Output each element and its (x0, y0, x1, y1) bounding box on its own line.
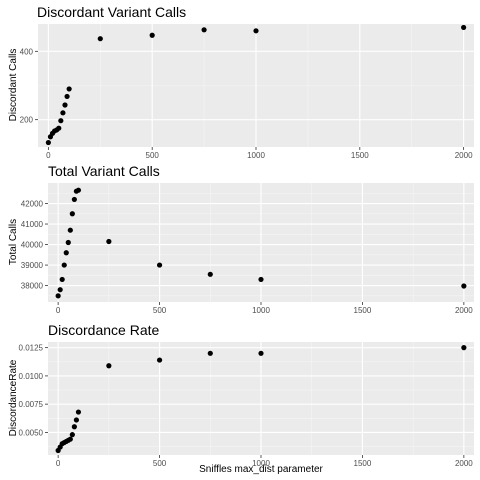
y-tick-label: 41000 (21, 220, 44, 229)
data-point (75, 409, 82, 415)
x-tick-label: 2000 (455, 459, 473, 468)
y-tick-label: 0.0125 (19, 344, 44, 353)
x-tick-label: 1500 (354, 306, 372, 315)
data-point (67, 227, 73, 233)
x-tick-label: 1500 (354, 459, 372, 468)
y-tick-label: 0.0050 (19, 428, 44, 437)
data-point (59, 276, 65, 283)
y-tick-label: 200 (20, 116, 34, 125)
data-point (56, 125, 62, 131)
data-point (149, 32, 155, 38)
data-point (62, 102, 68, 108)
y-axis-label: DiscordanceRate (8, 359, 19, 436)
data-point (461, 283, 467, 289)
data-point (64, 93, 70, 100)
x-tick-label: 500 (153, 306, 167, 315)
x-tick-label: 2000 (455, 306, 473, 315)
x-tick-label: 1500 (351, 151, 369, 160)
data-point (71, 196, 77, 203)
data-point (61, 262, 67, 268)
y-tick-label: 0.0075 (19, 400, 44, 409)
data-point (69, 432, 75, 438)
panel-title: Discordance Rate (48, 322, 159, 338)
data-point (253, 28, 259, 34)
x-tick-label: 1000 (252, 459, 270, 468)
data-point (106, 363, 112, 369)
data-point (69, 211, 75, 217)
data-point (45, 139, 51, 146)
data-point (106, 238, 112, 245)
x-tick-label: 0 (56, 459, 61, 468)
data-point (201, 27, 207, 33)
panel-title: Discordant Variant Calls (37, 4, 186, 20)
x-tick-label: 500 (146, 151, 160, 160)
panel-discordant-calls: Discordant Variant Calls 0 500 1000 1500 200… (8, 4, 474, 160)
y-tick-label: 39000 (21, 261, 44, 270)
data-point (60, 110, 66, 116)
panel-total-calls: Total Variant Calls 0 500 1000 1500 2000 3800… (8, 163, 474, 315)
panel-title: Total Variant Calls (48, 163, 160, 179)
panel-discordance-rate: Discordance Rate Sniffles max_dist param… (8, 322, 474, 475)
data-point (66, 86, 72, 92)
data-point (65, 239, 71, 246)
data-point (97, 36, 103, 42)
x-tick-label: 1000 (247, 151, 265, 160)
x-tick-label: 2000 (455, 151, 473, 160)
data-point (63, 250, 69, 256)
data-point (207, 271, 213, 277)
x-tick-label: 1000 (252, 306, 270, 315)
data-point (207, 350, 213, 356)
data-point (461, 345, 467, 351)
data-point (67, 436, 73, 442)
x-tick-label: 0 (46, 151, 51, 160)
data-point (156, 262, 163, 268)
y-tick-label: 40000 (21, 241, 44, 250)
data-point (461, 24, 467, 31)
data-point (258, 350, 264, 356)
y-tick-label: 400 (20, 47, 34, 56)
y-tick-label: 38000 (21, 282, 44, 291)
y-axis-label: Discordant Calls (8, 49, 19, 122)
x-axis-label: Sniffles max_dist parameter (199, 464, 323, 475)
x-tick-label: 500 (153, 459, 167, 468)
y-tick-label: 42000 (21, 200, 44, 209)
y-tick-label: 0.0100 (19, 372, 44, 381)
data-point (75, 187, 82, 193)
y-axis-label: Total Calls (8, 219, 19, 265)
data-point (58, 118, 64, 124)
data-point (55, 293, 61, 299)
data-point (258, 276, 264, 283)
data-point (57, 287, 63, 293)
x-tick-label: 0 (56, 306, 61, 315)
data-point (71, 424, 77, 430)
data-point (156, 357, 163, 363)
data-point (73, 417, 79, 423)
